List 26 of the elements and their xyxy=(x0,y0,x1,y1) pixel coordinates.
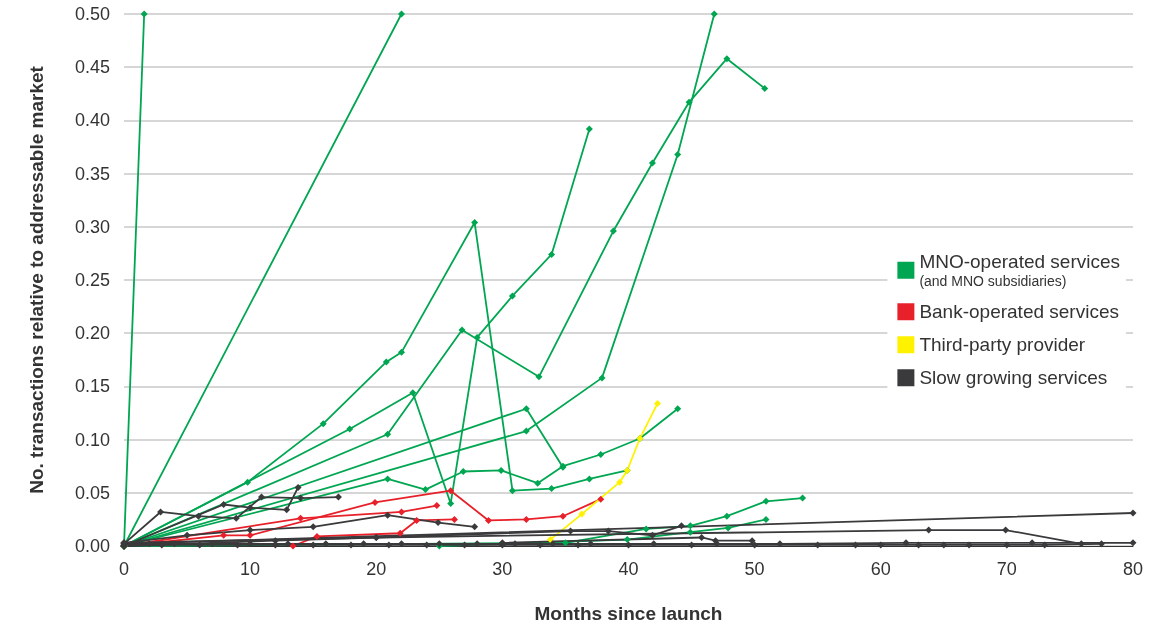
y-tick-label: 0.40 xyxy=(74,110,110,131)
x-tick-label: 20 xyxy=(366,559,387,579)
x-tick-label: 60 xyxy=(870,559,891,579)
legend-label: MNO-operated services (and MNO subsidiaries) xyxy=(919,250,1120,290)
x-tick-label: 0 xyxy=(118,559,130,579)
y-tick-label: 0.25 xyxy=(74,270,110,290)
y-tick-label: 0.05 xyxy=(74,482,110,503)
y-tick-label: 0.15 xyxy=(74,376,110,397)
y-tick-label: 0.35 xyxy=(74,163,110,184)
legend-label: Slow growing services xyxy=(919,367,1108,389)
x-axis-title: Months since launch xyxy=(534,603,723,624)
y-tick-label: 0.10 xyxy=(74,429,110,450)
x-tick-label: 10 xyxy=(240,559,261,579)
y-tick-label: 0.30 xyxy=(74,216,110,237)
y-tick-label: 0.00 xyxy=(74,536,110,556)
y-axis-title: No. transactions relative to addressable market xyxy=(26,65,47,494)
y-tick-label: 0.20 xyxy=(74,323,110,344)
legend-label: Third-party provider xyxy=(919,334,1086,356)
x-tick-label: 70 xyxy=(996,559,1017,579)
y-tick-label: 0.45 xyxy=(74,57,110,78)
x-tick-label: 50 xyxy=(744,559,765,579)
x-tick-label: 80 xyxy=(1122,559,1144,579)
x-tick-label: 30 xyxy=(492,559,513,579)
y-tick-label: 0.50 xyxy=(74,4,110,24)
legend-label: Bank-operated services xyxy=(919,301,1119,323)
x-tick-label: 40 xyxy=(618,559,639,579)
